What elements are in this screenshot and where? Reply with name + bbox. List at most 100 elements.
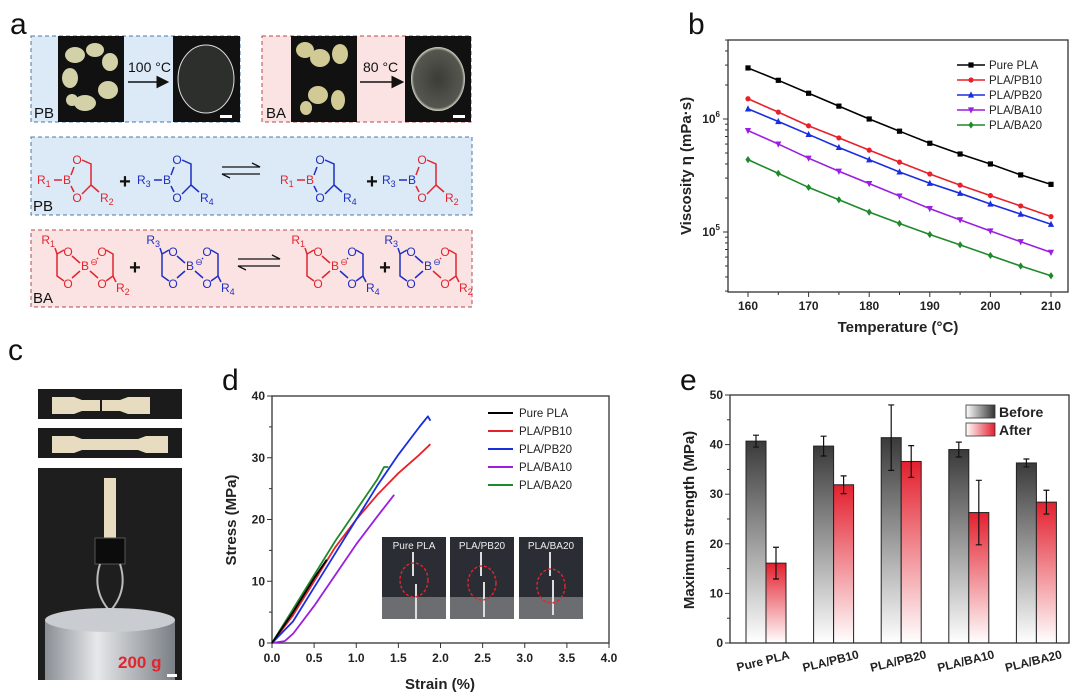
substituent-R2: R2 xyxy=(116,281,130,297)
substituent-subscript: 4 xyxy=(352,197,357,207)
data-point xyxy=(987,200,994,207)
substituent-base: R xyxy=(382,173,391,187)
pb-granules xyxy=(62,43,118,111)
y-tick-label: 40 xyxy=(252,389,266,403)
atom-boron: B xyxy=(186,259,194,273)
equilibrium-arrow-forward-icon xyxy=(222,162,261,168)
bond xyxy=(176,255,186,264)
series-line-pla-ba20 xyxy=(271,466,389,644)
data-point xyxy=(896,193,903,200)
error-bar xyxy=(773,546,779,580)
ba-film-disc xyxy=(411,47,465,111)
bond xyxy=(346,257,349,260)
bond xyxy=(439,257,442,260)
data-point xyxy=(745,156,751,164)
bond xyxy=(71,270,81,279)
weight-top xyxy=(45,608,175,632)
atom-oxygen: O xyxy=(347,277,356,291)
substituent-base: R xyxy=(146,233,155,247)
data-point xyxy=(926,179,933,186)
data-point xyxy=(957,182,963,188)
data-point xyxy=(896,159,903,165)
inset-label: PLA/BA20 xyxy=(528,541,575,552)
bond xyxy=(170,166,175,176)
ba-temperature: 80 °C xyxy=(363,59,398,75)
bond xyxy=(176,270,186,279)
bond xyxy=(306,249,315,282)
bond xyxy=(324,159,335,195)
data-point xyxy=(866,208,872,216)
bond xyxy=(426,159,437,195)
x-tick-label: 0.5 xyxy=(306,651,323,665)
data-point xyxy=(1048,272,1054,280)
substituent-base: R xyxy=(100,191,109,205)
data-point xyxy=(744,105,752,112)
legend-label: PLA/PB10 xyxy=(519,426,572,438)
fracture-highlight-circle xyxy=(399,562,429,598)
atom-oxygen: O xyxy=(202,245,211,259)
substituent-base: R xyxy=(384,233,393,247)
substituent-R1: R1 xyxy=(291,233,305,249)
atom-oxygen: O xyxy=(315,191,324,205)
data-point xyxy=(967,91,975,98)
inset-photo: PLA/PB20 xyxy=(450,537,514,619)
data-point xyxy=(896,128,903,134)
data-point xyxy=(927,230,933,239)
inset-photo: PLA/BA20 xyxy=(519,537,583,619)
bond xyxy=(201,257,204,260)
atom-oxygen: O xyxy=(63,245,72,259)
legend-label: PLA/PB20 xyxy=(519,444,572,456)
legend-label: Pure PLA xyxy=(989,60,1039,72)
substituent-base: R xyxy=(291,233,300,247)
substituent-subscript: 2 xyxy=(125,287,130,297)
strength-bar-chart: Pure PLA PLA/PB10 PLA/PB20 PLA/BA10 PLA/BA20… xyxy=(681,388,1070,675)
substituent-base: R xyxy=(221,281,230,295)
y-tick-label: 10 xyxy=(710,586,724,600)
bond xyxy=(56,249,65,282)
error-bar xyxy=(975,479,982,546)
panel-label-c: c xyxy=(8,334,23,367)
legend-label: Before xyxy=(999,404,1044,420)
y-tick-label: 10 xyxy=(252,574,266,588)
tensile-grip xyxy=(382,597,446,619)
substituent-R3: R3 xyxy=(146,233,160,249)
data-point xyxy=(1018,262,1024,270)
error-bar xyxy=(1043,489,1050,515)
anion-charge: ⊖ xyxy=(433,257,441,267)
data-point xyxy=(775,169,781,178)
x-axis-title: Strain (%) xyxy=(405,676,475,693)
legend-label: PLA/BA20 xyxy=(989,120,1042,132)
atom-boron: B xyxy=(306,173,314,187)
substituent-base: R xyxy=(116,281,125,295)
data-point xyxy=(987,192,994,199)
bond xyxy=(96,257,99,260)
bond xyxy=(313,185,318,193)
data-point xyxy=(836,196,842,204)
atom-oxygen: O xyxy=(440,277,449,291)
error-bar xyxy=(955,441,962,458)
x-tick-label: 210 xyxy=(1041,299,1061,313)
bond xyxy=(415,185,420,193)
y-tick-label: 106 xyxy=(702,110,720,126)
data-point xyxy=(1048,213,1054,220)
series-pla-ba20 xyxy=(745,156,1054,280)
anion-charge: ⊖ xyxy=(90,257,98,267)
atom-oxygen: O xyxy=(406,245,415,259)
atom-oxygen: O xyxy=(315,153,324,167)
pb-film-disc xyxy=(177,44,235,114)
x-axis-title: Temperature (°C) xyxy=(838,319,959,336)
error-bar xyxy=(753,434,759,448)
inset-photo: Pure PLA xyxy=(382,537,446,619)
bond xyxy=(112,275,117,283)
bar-before xyxy=(813,445,835,644)
atom-oxygen: O xyxy=(72,191,81,205)
x-tick-label: 4.0 xyxy=(601,651,618,665)
ba-granules xyxy=(296,42,348,115)
data-point xyxy=(968,77,974,83)
substituent-base: R xyxy=(343,191,352,205)
data-point xyxy=(1047,249,1055,256)
atom-oxygen: O xyxy=(97,245,106,259)
pb-scheme-box xyxy=(30,136,473,216)
substituent-R3: R3 xyxy=(382,173,396,189)
